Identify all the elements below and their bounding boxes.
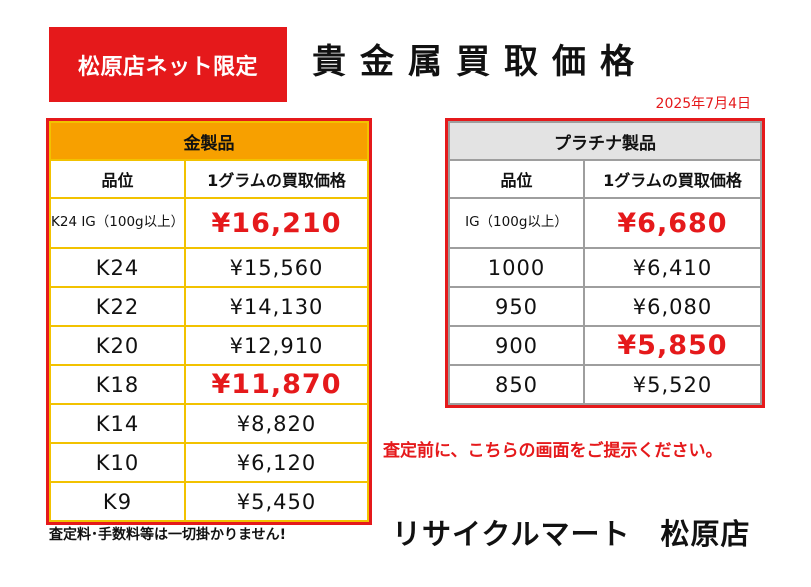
price-cell: ¥16,210	[184, 197, 369, 249]
no-fee-note: 査定料･手数料等は一切掛かりません!	[49, 527, 286, 543]
grade-cell: K9	[49, 481, 186, 522]
table-row: K18 ¥11,870	[49, 364, 369, 405]
table-row: 950 ¥6,080	[448, 286, 762, 327]
table-row: IG（100g以上） ¥6,680	[448, 197, 762, 249]
platinum-price-column-header: 1グラムの買取価格	[583, 159, 762, 199]
table-row: K20 ¥12,910	[49, 325, 369, 366]
table-row: 1000 ¥6,410	[448, 247, 762, 288]
grade-cell: 900	[448, 325, 585, 366]
price-cell: ¥15,560	[184, 247, 369, 288]
page-title: 貴金属買取価格	[312, 42, 648, 82]
platinum-grade-column-header: 品位	[448, 159, 585, 199]
price-date: 2025年7月4日	[655, 96, 751, 112]
store-name: リサイクルマート 松原店	[392, 517, 751, 551]
grade-cell: K14	[49, 403, 186, 444]
grade-cell: 1000	[448, 247, 585, 288]
table-row: K9 ¥5,450	[49, 481, 369, 522]
grade-cell: K18	[49, 364, 186, 405]
price-cell: ¥8,820	[184, 403, 369, 444]
platinum-table-heading: プラチナ製品	[448, 121, 762, 161]
price-cell: ¥5,850	[583, 325, 762, 366]
price-cell: ¥6,080	[583, 286, 762, 327]
present-screen-note: 査定前に、こちらの画面をご提示ください。	[383, 441, 723, 461]
price-cell: ¥12,910	[184, 325, 369, 366]
gold-table-heading: 金製品	[49, 121, 369, 161]
grade-cell: IG（100g以上）	[448, 197, 585, 249]
gold-grade-column-header: 品位	[49, 159, 186, 199]
table-row: K24 ¥15,560	[49, 247, 369, 288]
price-cell: ¥11,870	[184, 364, 369, 405]
price-cell: ¥5,520	[583, 364, 762, 405]
price-cell: ¥6,120	[184, 442, 369, 483]
price-cell: ¥5,450	[184, 481, 369, 522]
grade-cell: K10	[49, 442, 186, 483]
grade-cell: 950	[448, 286, 585, 327]
store-limited-badge: 松原店ネット限定	[49, 27, 287, 102]
table-row: 850 ¥5,520	[448, 364, 762, 405]
grade-cell: K24	[49, 247, 186, 288]
table-row: K14 ¥8,820	[49, 403, 369, 444]
grade-cell: K20	[49, 325, 186, 366]
table-row: K10 ¥6,120	[49, 442, 369, 483]
table-row: K24 IG（100g以上） ¥16,210	[49, 197, 369, 249]
price-cell: ¥14,130	[184, 286, 369, 327]
price-cell: ¥6,410	[583, 247, 762, 288]
gold-price-column-header: 1グラムの買取価格	[184, 159, 369, 199]
table-row: 900 ¥5,850	[448, 325, 762, 366]
platinum-price-table: プラチナ製品 品位 1グラムの買取価格 IG（100g以上） ¥6,680 10…	[445, 118, 765, 408]
grade-cell: 850	[448, 364, 585, 405]
grade-cell: K22	[49, 286, 186, 327]
grade-cell: K24 IG（100g以上）	[49, 197, 186, 249]
gold-price-table: 金製品 品位 1グラムの買取価格 K24 IG（100g以上） ¥16,210 …	[46, 118, 372, 525]
table-row: K22 ¥14,130	[49, 286, 369, 327]
price-cell: ¥6,680	[583, 197, 762, 249]
